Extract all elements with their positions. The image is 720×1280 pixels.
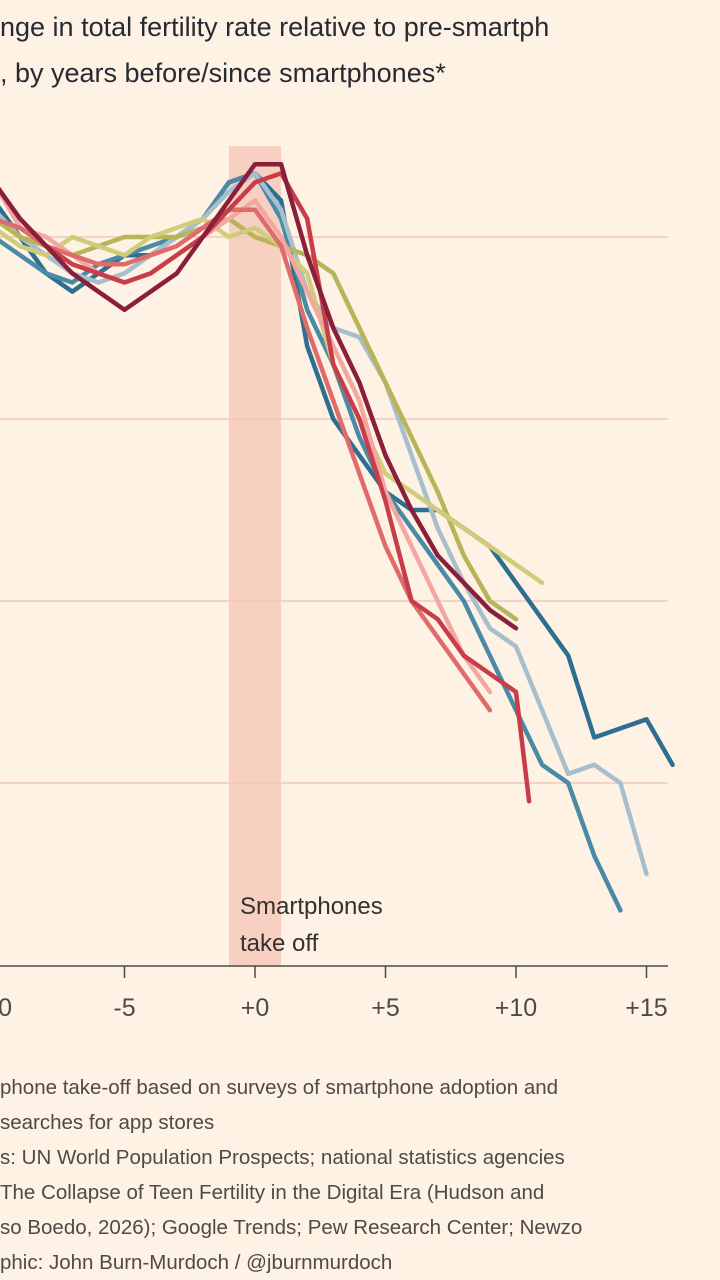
series-line-0 xyxy=(0,171,675,768)
series-line-4 xyxy=(0,216,545,586)
series-line-7 xyxy=(0,171,532,804)
x-tick-label-3: +5 xyxy=(371,994,400,1022)
x-tick-label-1: -5 xyxy=(113,994,135,1022)
series-line-2 xyxy=(0,171,649,877)
note-line-2: searches for app stores xyxy=(0,1111,215,1134)
title-line-1: nge in total fertility rate relative to … xyxy=(0,12,550,42)
credit-line: phic: John Burn-Murdoch / @jburnmurdoch xyxy=(0,1251,393,1274)
chart-title: nge in total fertility rate relative to … xyxy=(0,4,720,96)
smartphone-takeoff-band xyxy=(228,146,282,966)
source-line-2: The Collapse of Teen Fertility in the Di… xyxy=(0,1181,545,1204)
x-axis-ticks: -10 -5 +0 +5 +10 +15 xyxy=(0,966,668,1022)
x-tick-label-0: -10 xyxy=(0,994,12,1022)
series-line-3 xyxy=(0,216,519,622)
annotation-line-2: take off xyxy=(240,930,319,957)
gridlines xyxy=(0,236,668,784)
series-line-8 xyxy=(0,161,519,631)
x-tick-label-4: +10 xyxy=(495,994,537,1022)
line-chart: -10 -5 +0 +5 +10 +15 Smartphones take off xyxy=(0,146,675,1022)
x-tick-label-2: +0 xyxy=(241,994,270,1022)
x-tick-label-5: +15 xyxy=(625,994,667,1022)
series-lines xyxy=(0,161,675,913)
source-line-1: s: UN World Population Prospects; nation… xyxy=(0,1146,565,1169)
note-line-1: phone take-off based on surveys of smart… xyxy=(0,1076,559,1099)
title-line-2: , by years before/since smartphones* xyxy=(0,58,446,88)
source-line-3: so Boedo, 2026); Google Trends; Pew Rese… xyxy=(0,1216,583,1239)
footnotes: phone take-off based on surveys of smart… xyxy=(0,1070,720,1280)
annotation-line-1: Smartphones xyxy=(240,893,383,920)
